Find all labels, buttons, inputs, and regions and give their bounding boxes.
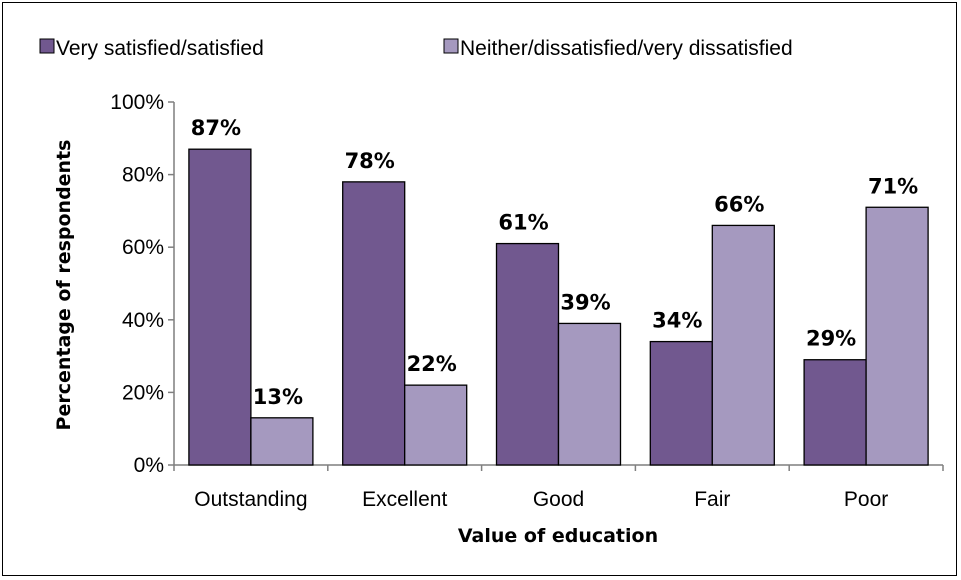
bar-series-1 <box>649 340 713 466</box>
y-tick-label: 40% <box>122 309 164 332</box>
data-label-series-1: 87% <box>191 116 241 140</box>
legend-swatch-series-2 <box>443 38 459 54</box>
legend-label-series-1: Very satisfied/satisfied <box>56 37 264 60</box>
y-tick-label: 20% <box>122 381 164 404</box>
x-tick-label: Poor <box>844 488 888 511</box>
bar-series-2 <box>557 322 622 466</box>
x-tick-label: Fair <box>694 488 730 511</box>
bar-series-2 <box>711 224 775 466</box>
legend-label-series-2: Neither/dissatisfied/very dissatisfied <box>460 37 793 60</box>
bar-series-2 <box>404 384 468 466</box>
y-tick-label: 100% <box>110 91 164 114</box>
data-label-series-1: 78% <box>345 149 395 173</box>
x-tick-label: Outstanding <box>194 488 307 511</box>
bar-series-2 <box>865 206 929 466</box>
bar-series-1 <box>342 181 406 466</box>
y-tick-label: 80% <box>122 164 164 187</box>
y-tick-label: 0% <box>134 454 164 477</box>
data-label-series-2: 22% <box>407 352 457 376</box>
data-label-series-1: 34% <box>652 309 702 333</box>
bar-series-2 <box>250 417 314 466</box>
data-label-series-2: 39% <box>560 290 610 314</box>
data-label-series-2: 71% <box>868 174 918 198</box>
y-axis-title: Percentage of respondents <box>53 140 75 431</box>
data-label-series-2: 13% <box>253 385 303 409</box>
y-axis: 0% 20% 40% 60% 80% 100% <box>110 91 175 477</box>
bar-series-1 <box>188 148 252 466</box>
x-axis: Outstanding Excellent Good Fair Poor <box>173 464 944 511</box>
data-labels: 87% 78% 61% 34% 29% 13% 22% 39% 66% 71% <box>191 116 918 409</box>
bars <box>188 148 929 466</box>
y-tick-label: 60% <box>122 236 164 259</box>
data-label-series-2: 66% <box>714 192 764 216</box>
legend-swatch-series-1 <box>39 38 55 54</box>
bar-series-1 <box>495 242 560 466</box>
data-label-series-1: 61% <box>498 211 548 235</box>
x-axis-title: Value of education <box>458 525 658 547</box>
x-tick-label: Excellent <box>362 488 447 511</box>
legend: Very satisfied/satisfied Neither/dissati… <box>39 37 793 60</box>
data-label-series-1: 29% <box>806 327 856 351</box>
x-tick-label: Good <box>533 488 584 511</box>
bar-series-1 <box>803 359 867 466</box>
